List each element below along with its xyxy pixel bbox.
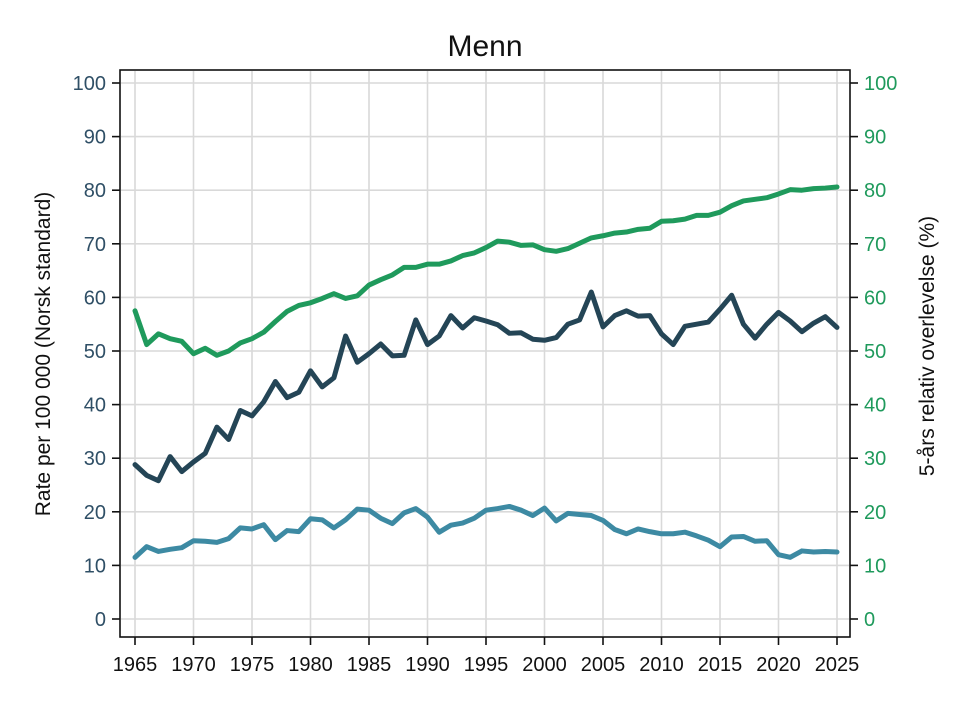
series-layer <box>132 184 840 560</box>
left-tick-label: 30 <box>84 448 106 470</box>
x-tick-label: 2010 <box>639 654 684 676</box>
y-gridlines <box>121 82 849 620</box>
left-tick-label: 0 <box>95 609 106 631</box>
x-gridlines <box>134 71 838 636</box>
right-axis-label: 5-års relativ overlevelse (%) <box>916 216 939 476</box>
right-tick-label: 100 <box>864 73 897 95</box>
left-tick-label: 90 <box>84 127 106 149</box>
x-tick-label: 2000 <box>522 654 567 676</box>
x-axis-ticks: 1965 1970 1975 1980 1985 1990 1995 2000 2005 2010… <box>113 637 860 676</box>
right-tick-label: 50 <box>864 341 886 363</box>
left-axis-label: Rate per 100 000 (Norsk standard) <box>32 192 55 517</box>
left-tick-label: 50 <box>84 341 106 363</box>
x-tick-label: 2025 <box>815 654 860 676</box>
x-tick-label: 1995 <box>464 654 509 676</box>
left-tick-label: 10 <box>84 555 106 577</box>
left-tick-label: 60 <box>84 287 106 309</box>
x-tick-label: 2015 <box>698 654 743 676</box>
x-tick-label: 1990 <box>405 654 450 676</box>
plot-frame <box>119 69 851 638</box>
left-tick-label: 80 <box>84 180 106 202</box>
right-tick-label: 60 <box>864 287 886 309</box>
series-line-2 <box>132 289 840 484</box>
x-tick-label: 1965 <box>113 654 158 676</box>
right-tick-label: 0 <box>864 609 875 631</box>
series-line-1 <box>132 184 840 358</box>
left-tick-label: 40 <box>84 395 106 417</box>
right-tick-label: 40 <box>864 395 886 417</box>
left-tick-label: 20 <box>84 502 106 524</box>
right-axis-ticks: 0 10 20 30 40 50 60 70 80 90 100 <box>850 73 897 631</box>
left-axis-ticks: 0 10 20 30 40 50 60 70 80 90 100 <box>73 73 120 631</box>
left-tick-label: 70 <box>84 234 106 256</box>
right-tick-label: 10 <box>864 555 886 577</box>
right-tick-label: 70 <box>864 234 886 256</box>
right-tick-label: 20 <box>864 502 886 524</box>
x-tick-label: 2005 <box>581 654 626 676</box>
right-tick-label: 30 <box>864 448 886 470</box>
chart-title: Menn <box>447 30 522 63</box>
right-tick-label: 90 <box>864 127 886 149</box>
x-tick-label: 1985 <box>347 654 392 676</box>
right-tick-label: 80 <box>864 180 886 202</box>
x-tick-label: 2020 <box>756 654 801 676</box>
left-tick-label: 100 <box>73 73 106 95</box>
series-line-3 <box>132 503 840 560</box>
x-tick-label: 1980 <box>288 654 333 676</box>
x-tick-label: 1975 <box>230 654 275 676</box>
x-tick-label: 1970 <box>171 654 216 676</box>
